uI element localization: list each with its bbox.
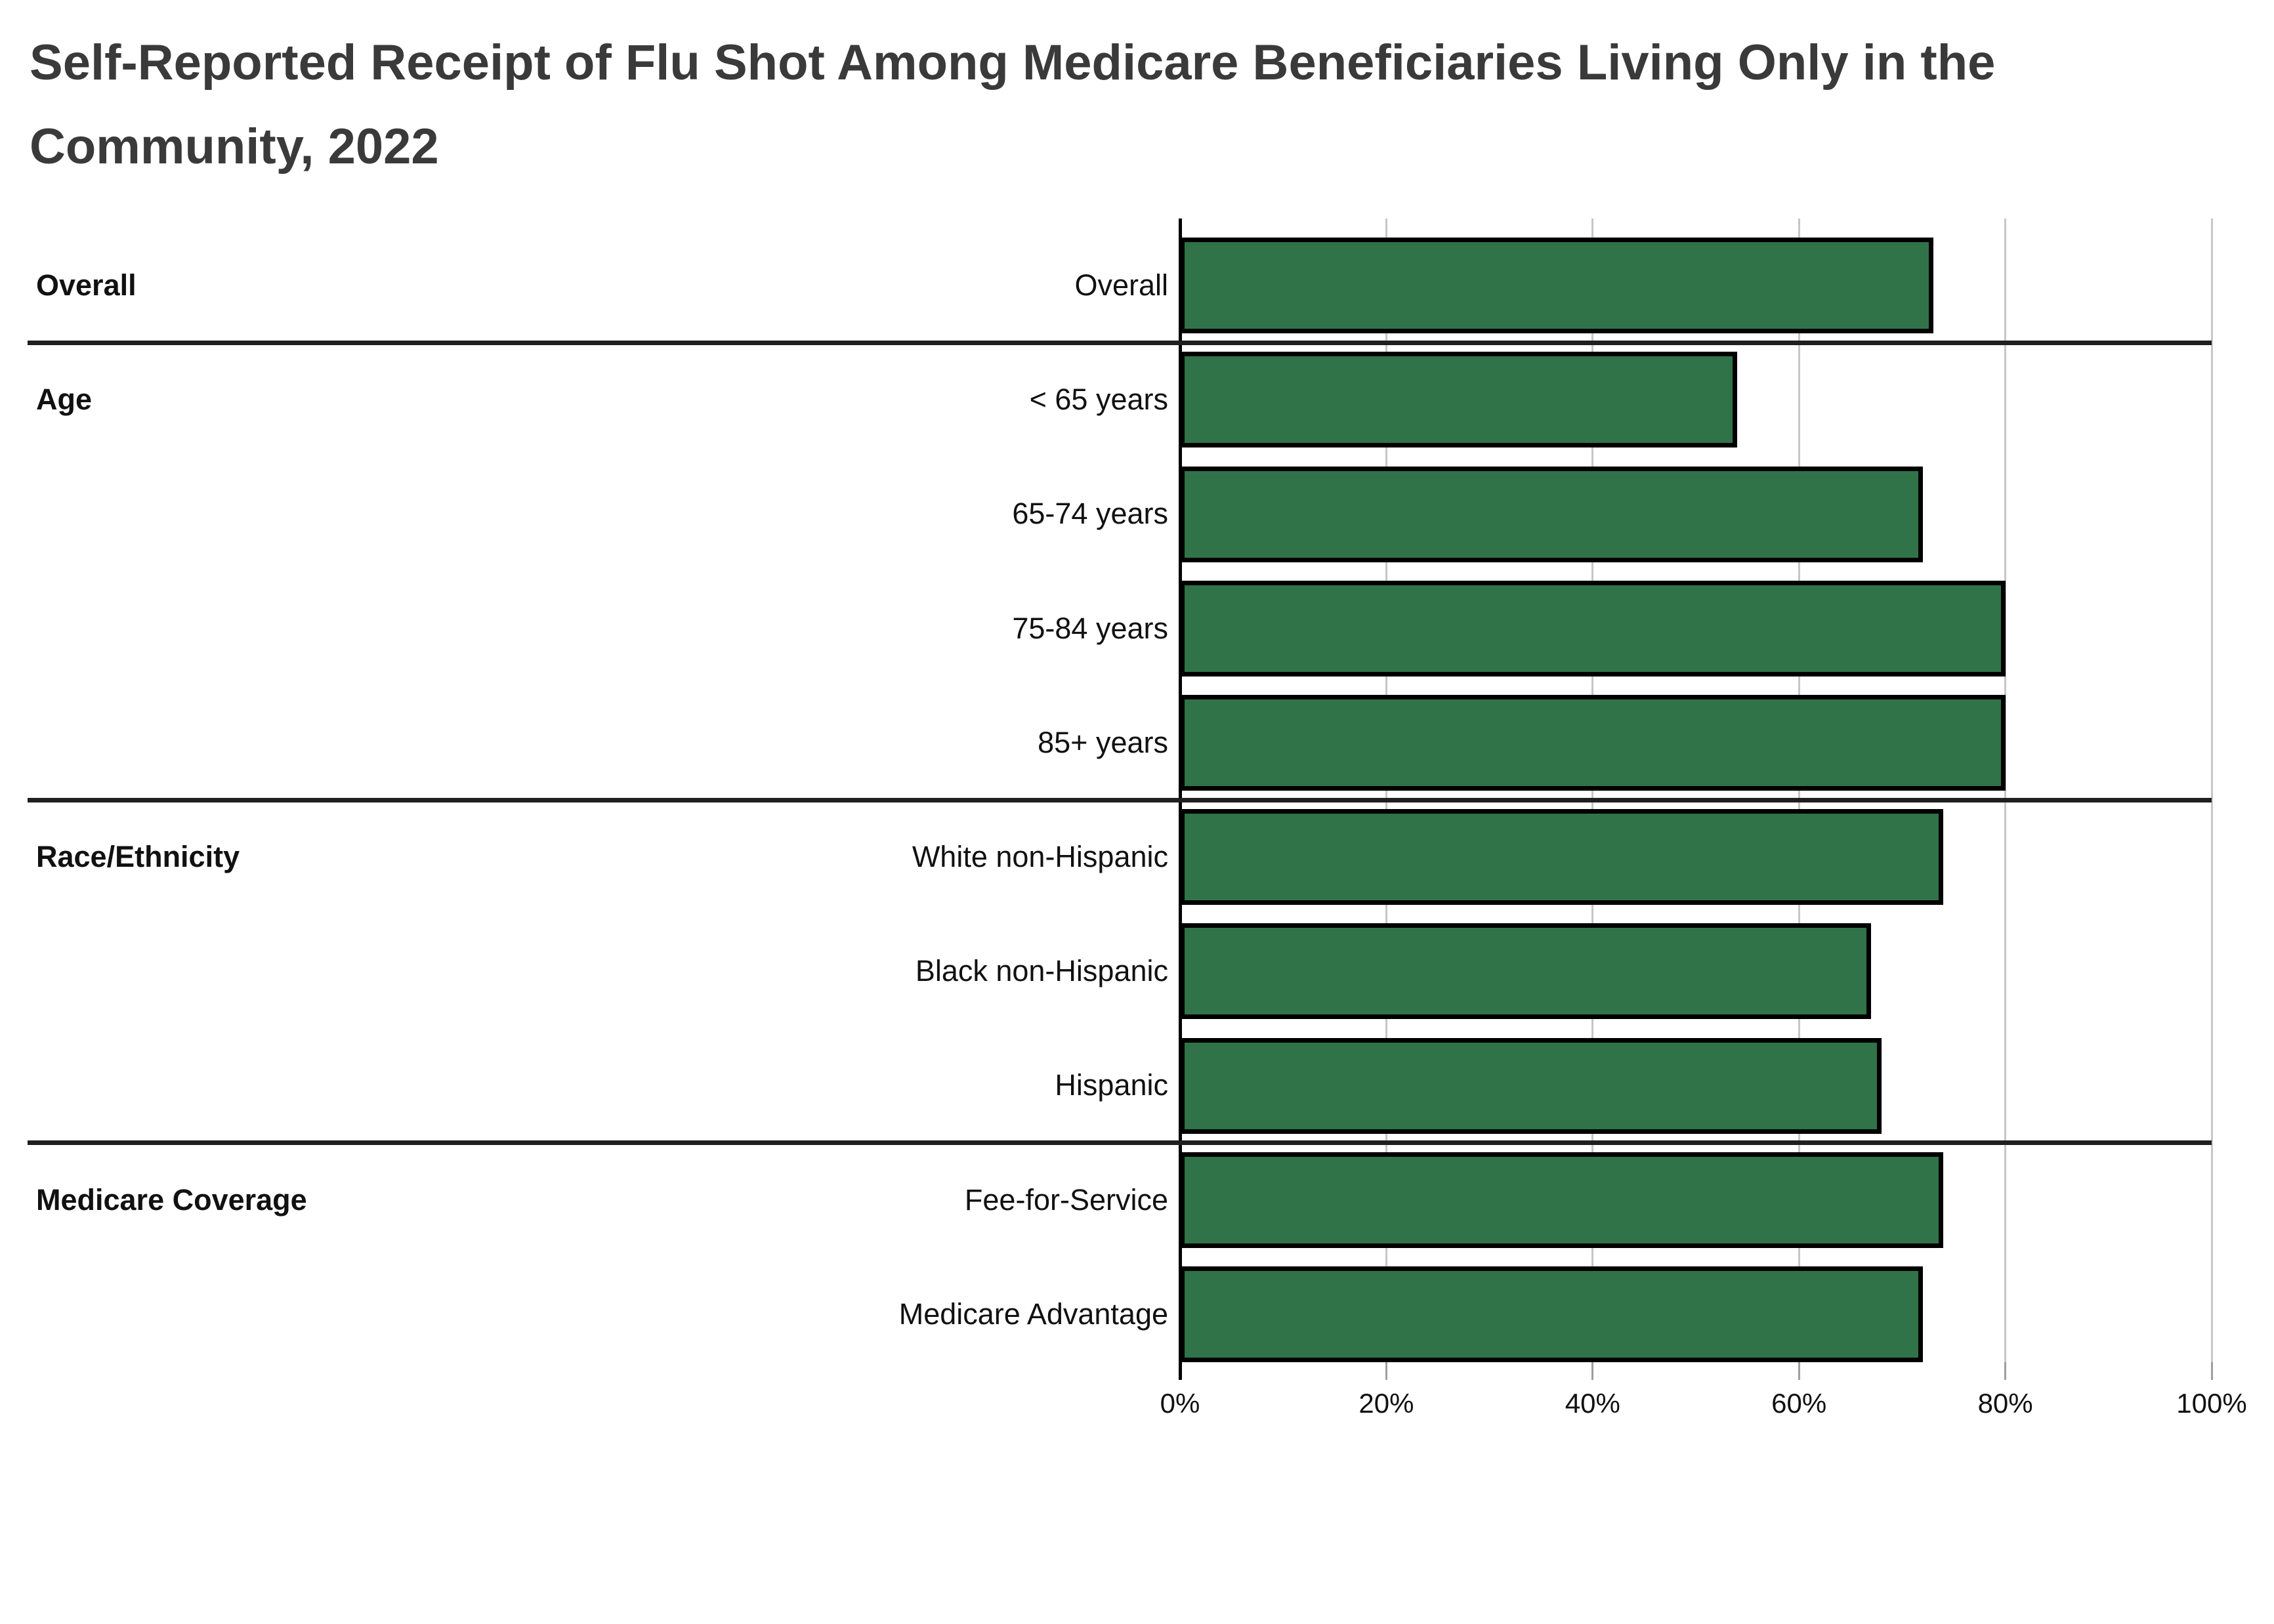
group-divider-0 bbox=[28, 340, 2212, 345]
x-tick-label-0: 0% bbox=[1160, 1388, 1200, 1419]
category-label-75-84-years: 75-84 years bbox=[1012, 611, 1168, 645]
x-tick-mark-40 bbox=[1591, 1362, 1594, 1380]
group-divider-1 bbox=[28, 797, 2212, 802]
category-label-overall: Overall bbox=[1074, 268, 1168, 302]
bar-white-non-hispanic bbox=[1180, 809, 1944, 906]
group-label-race-ethnicity: Race/Ethnicity bbox=[36, 840, 240, 874]
x-tick-mark-80 bbox=[2004, 1362, 2007, 1380]
bar-overall bbox=[1180, 238, 1933, 334]
bar-medicare-advantage bbox=[1180, 1266, 1923, 1362]
x-tick-label-40: 40% bbox=[1565, 1388, 1620, 1419]
x-tick-mark-20 bbox=[1385, 1362, 1387, 1380]
bar-hispanic bbox=[1180, 1037, 1882, 1134]
chart-title-line1: Self-Reported Receipt of Flu Shot Among … bbox=[30, 35, 1996, 91]
bar-black-non-hispanic bbox=[1180, 923, 1872, 1020]
group-label-medicare-coverage: Medicare Coverage bbox=[36, 1182, 307, 1217]
category-label-black-non-hispanic: Black non-Hispanic bbox=[915, 954, 1168, 988]
bar-fee-for-service bbox=[1180, 1152, 1944, 1248]
category-label-65-74-years: 65-74 years bbox=[1012, 497, 1168, 531]
x-tick-label-20: 20% bbox=[1358, 1388, 1414, 1419]
x-tick-label-100: 100% bbox=[2176, 1388, 2247, 1419]
category-label-hispanic: Hispanic bbox=[1055, 1068, 1168, 1102]
category-label-fee-for-service: Fee-for-Service bbox=[964, 1182, 1168, 1217]
group-divider-2 bbox=[28, 1140, 2212, 1146]
group-label-age: Age bbox=[36, 383, 93, 417]
category-label-65-years: < 65 years bbox=[1029, 383, 1168, 417]
x-tick-mark-60 bbox=[1798, 1362, 1800, 1380]
category-label-white-non-hispanic: White non-Hispanic bbox=[912, 840, 1168, 874]
bar-75-84-years bbox=[1180, 580, 2006, 677]
bar-65-74-years bbox=[1180, 466, 1923, 562]
group-label-overall: Overall bbox=[36, 268, 137, 302]
x-tick-label-60: 60% bbox=[1771, 1388, 1827, 1419]
category-label-medicare-advantage: Medicare Advantage bbox=[898, 1297, 1168, 1331]
x-tick-label-80: 80% bbox=[1977, 1388, 2033, 1419]
bar-65-years bbox=[1180, 352, 1737, 448]
gridline-100 bbox=[2210, 219, 2213, 1362]
gridline-80 bbox=[2004, 219, 2007, 1362]
chart-title-line2: Community, 2022 bbox=[30, 119, 439, 175]
chart-title: Self-Reported Receipt of Flu Shot Among … bbox=[30, 21, 1995, 189]
bar-85-years bbox=[1180, 694, 2006, 791]
x-tick-mark-100 bbox=[2210, 1362, 2213, 1380]
category-label-85-years: 85+ years bbox=[1038, 725, 1168, 759]
